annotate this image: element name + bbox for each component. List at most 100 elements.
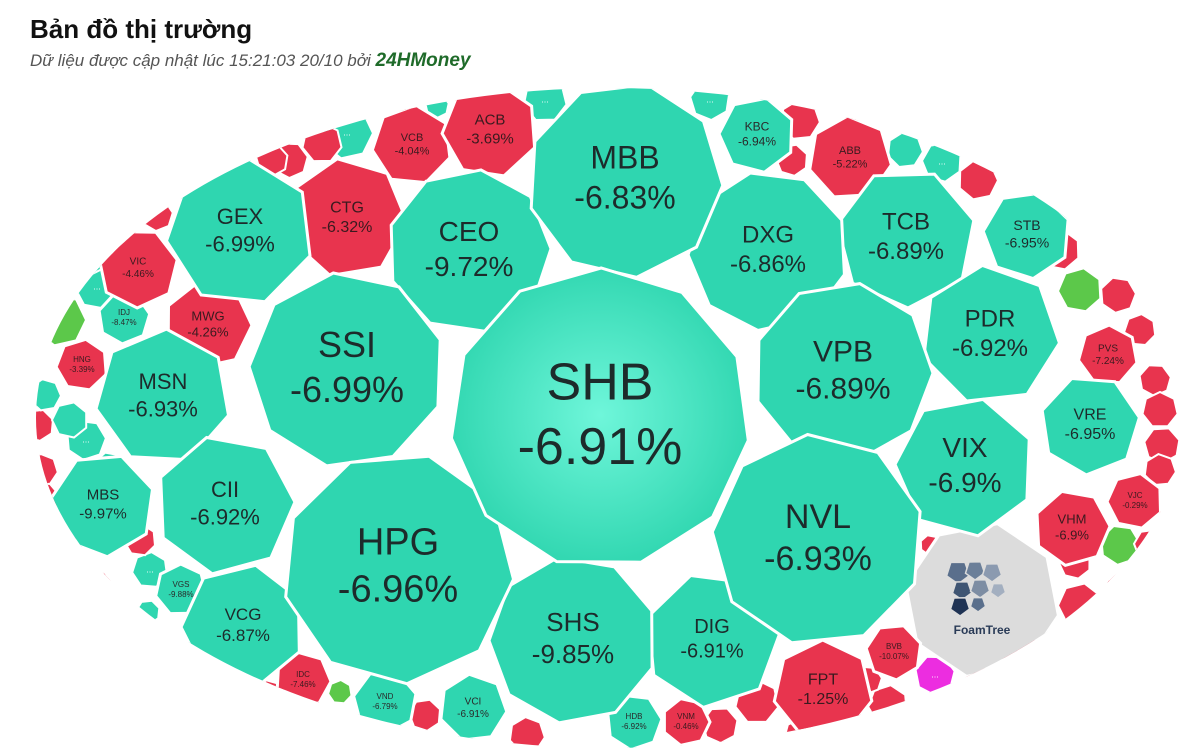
- filler-cell[interactable]: [22, 408, 55, 443]
- filler-cell[interactable]: [138, 629, 180, 671]
- cell-ticker-label: VHM: [1058, 511, 1087, 526]
- filler-cell[interactable]: [50, 401, 88, 439]
- cell-change-label: -6.95%: [1005, 234, 1049, 250]
- filler-cell-label: ...: [82, 434, 90, 444]
- filler-cell[interactable]: [886, 130, 925, 169]
- filler-cell[interactable]: [27, 452, 59, 486]
- cell-vpb[interactable]: [756, 282, 935, 463]
- cell-ticker-label: DXG: [742, 221, 794, 248]
- cell-acb[interactable]: [440, 83, 537, 178]
- filler-cell[interactable]: [107, 600, 146, 639]
- filler-cell-label: ...: [146, 564, 154, 574]
- cell-ticker-label: SHS: [546, 607, 599, 637]
- cell-change-label: -3.69%: [466, 130, 514, 147]
- cell-change-label: -6.92%: [952, 335, 1028, 362]
- cell-ticker-label: FPT: [808, 671, 838, 688]
- filler-cell[interactable]: [1138, 364, 1172, 398]
- filler-cell[interactable]: [140, 199, 174, 233]
- cell-change-label: -0.29%: [1122, 501, 1147, 510]
- filler-cell[interactable]: [44, 593, 78, 627]
- cell-change-label: -6.96%: [338, 569, 458, 611]
- cell-change-label: -6.95%: [1065, 426, 1116, 443]
- cell-hpg[interactable]: [284, 454, 516, 686]
- filler-cell[interactable]: [1089, 610, 1120, 641]
- filler-cell[interactable]: [327, 678, 353, 705]
- cell-change-label: -6.32%: [322, 219, 373, 236]
- cell-bvb[interactable]: [864, 624, 923, 682]
- filler-cell[interactable]: [407, 698, 442, 732]
- cell-ticker-label: VJC: [1127, 491, 1142, 500]
- filler-cell[interactable]: [1028, 702, 1062, 736]
- filler-cell[interactable]: [134, 599, 161, 626]
- cell-change-label: -6.99%: [290, 369, 404, 410]
- filler-cell[interactable]: [20, 480, 61, 522]
- filler-cell[interactable]: [301, 121, 343, 163]
- cell-fpt[interactable]: [772, 638, 874, 737]
- cell-ticker-label: ABB: [839, 145, 861, 157]
- cell-ticker-label: HNG: [73, 355, 91, 364]
- cell-msn[interactable]: [94, 327, 231, 462]
- filler-cell[interactable]: [39, 528, 81, 570]
- filler-cell[interactable]: [1141, 390, 1179, 428]
- cell-change-label: -6.94%: [738, 135, 776, 149]
- cell-ticker-label: SSI: [318, 324, 376, 365]
- cell-change-label: -9.85%: [532, 639, 614, 669]
- cell-vci[interactable]: [439, 672, 509, 742]
- cell-kbc[interactable]: [717, 96, 794, 174]
- filler-cell[interactable]: [1056, 582, 1102, 628]
- cell-change-label: -3.39%: [69, 365, 94, 374]
- filler-cell[interactable]: [958, 159, 1000, 201]
- cell-ticker-label: IDC: [296, 670, 310, 679]
- foamtree-logo: FoamTree: [945, 561, 1011, 637]
- filler-cell[interactable]: [176, 657, 221, 703]
- update-subtitle: Dữ liệu được cập nhật lúc 15:21:03 20/10…: [30, 50, 471, 72]
- cell-vhm[interactable]: [1035, 489, 1112, 568]
- cell-ticker-label: TCB: [882, 208, 930, 235]
- brand-name[interactable]: 24HMoney: [375, 50, 471, 71]
- cell-change-label: -6.91%: [680, 641, 744, 663]
- filler-cell[interactable]: [508, 715, 546, 748]
- cell-change-label: -7.24%: [1092, 356, 1124, 367]
- filler-cell-label: ...: [938, 156, 946, 166]
- foamtree-logo-tile: [981, 563, 1003, 583]
- cell-vjc[interactable]: [1105, 471, 1163, 530]
- cell-change-label: -6.93%: [128, 396, 198, 421]
- cell-change-label: -9.72%: [425, 251, 514, 282]
- filler-cell[interactable]: [292, 702, 319, 728]
- foamtree-logo-label: FoamTree: [954, 623, 1011, 637]
- cell-change-label: -6.87%: [216, 626, 270, 645]
- filler-cell[interactable]: [1056, 267, 1102, 313]
- cell-ticker-label: VGS: [173, 580, 190, 589]
- cell-shb[interactable]: [449, 266, 750, 564]
- cell-ticker-label: HPG: [357, 521, 439, 563]
- filler-cell[interactable]: [79, 250, 105, 276]
- filler-cell[interactable]: [74, 570, 116, 612]
- cell-ticker-label: GEX: [217, 204, 264, 229]
- cell-vre[interactable]: [1040, 376, 1142, 477]
- cell-change-label: -6.91%: [457, 709, 489, 720]
- filler-cell[interactable]: [1018, 674, 1052, 708]
- cell-cii[interactable]: [159, 435, 297, 576]
- cell-abb[interactable]: [808, 114, 894, 199]
- cell-change-label: -9.97%: [79, 505, 127, 522]
- cell-ticker-label: IDJ: [118, 308, 130, 317]
- foamtree-logo-tile: [969, 596, 987, 613]
- filler-cell[interactable]: [1132, 528, 1166, 562]
- cell-change-label: -6.83%: [574, 179, 675, 215]
- cell-nvl[interactable]: [710, 432, 922, 645]
- cell-ticker-label: CEO: [439, 216, 500, 247]
- cell-change-label: -6.99%: [205, 231, 275, 256]
- filler-cell[interactable]: [30, 378, 63, 412]
- cell-change-label: -4.04%: [395, 146, 430, 158]
- cell-ticker-label: VIC: [130, 256, 147, 267]
- cell-hng[interactable]: [54, 337, 108, 392]
- cell-vix[interactable]: [893, 397, 1031, 538]
- filler-cell[interactable]: [1100, 276, 1138, 314]
- cell-ticker-label: VND: [377, 692, 394, 701]
- cell-ticker-label: MSN: [139, 369, 188, 394]
- filler-cell[interactable]: [1105, 569, 1147, 611]
- cell-ticker-label: SHB: [547, 353, 654, 411]
- cell-change-label: -6.79%: [372, 702, 397, 711]
- cell-change-label: -6.93%: [764, 540, 872, 578]
- cell-ticker-label: VPB: [813, 335, 873, 368]
